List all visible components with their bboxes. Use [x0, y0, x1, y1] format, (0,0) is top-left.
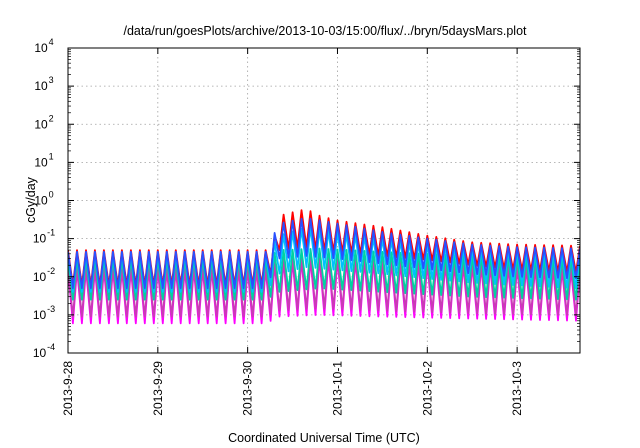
y-tick-exponent: 3 — [49, 75, 54, 85]
y-tick-exponent: 4 — [49, 37, 54, 47]
x-tick-label: 2013-9-29 — [151, 361, 165, 416]
x-tick-label: 2013-10-3 — [510, 361, 524, 416]
axis-ticks: 10-410-310-210-11001011021031042013-9-28… — [33, 37, 580, 416]
data-series — [68, 209, 580, 325]
x-tick-label: 2013-10-2 — [420, 361, 434, 416]
x-axis-label: Coordinated Universal Time (UTC) — [228, 431, 420, 445]
series-line-3 — [68, 247, 580, 301]
y-tick-exponent: 2 — [49, 113, 54, 123]
series-line-2 — [68, 255, 580, 318]
y-tick-exponent: -1 — [47, 228, 55, 238]
x-tick-label: 2013-9-28 — [61, 361, 75, 416]
x-tick-label: 2013-9-30 — [241, 361, 255, 416]
y-tick-exponent: 1 — [49, 151, 54, 161]
y-tick-exponent: -3 — [47, 304, 55, 314]
chart-title: /data/run/goesPlots/archive/2013-10-03/1… — [123, 24, 527, 38]
y-axis-label: cGy/day — [24, 176, 38, 223]
y-tick-exponent: 0 — [49, 190, 54, 200]
series-line-1 — [68, 257, 580, 325]
x-tick-label: 2013-10-1 — [330, 361, 344, 416]
series-line-5 — [68, 217, 580, 290]
y-tick-exponent: -4 — [47, 342, 55, 352]
series-line-4 — [68, 226, 580, 293]
y-tick-exponent: -2 — [47, 266, 55, 276]
